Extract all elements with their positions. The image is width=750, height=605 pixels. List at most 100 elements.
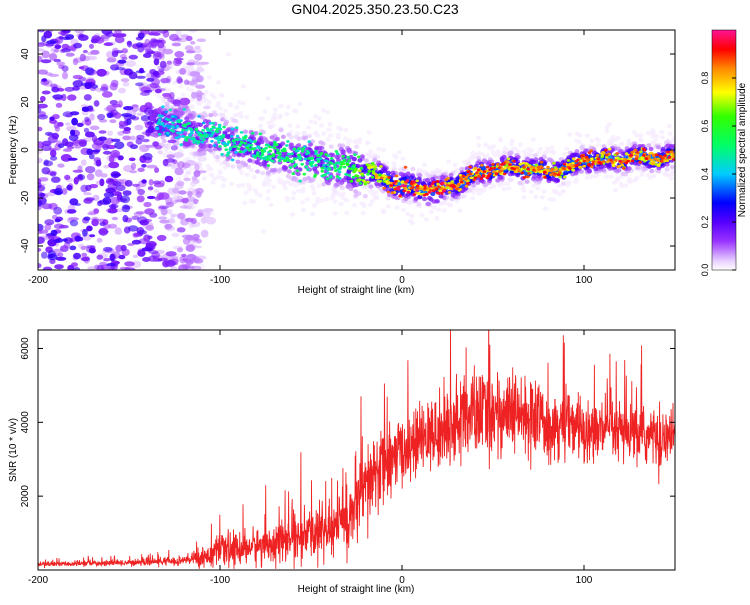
- spectrogram-cell: [84, 197, 95, 202]
- spectrogram-cell: [107, 179, 115, 183]
- spectrogram-cell: [91, 35, 101, 42]
- spectrogram-cell: [560, 181, 566, 186]
- spectrogram-cell: [194, 53, 203, 61]
- spectrogram-cell: [86, 173, 95, 181]
- spectrogram-cell: [65, 52, 75, 57]
- spectrogram-cell: [193, 258, 204, 264]
- spectrogram-cell: [423, 184, 427, 188]
- spectrogram-cell: [47, 253, 58, 261]
- spectrogram-cell: [358, 178, 362, 182]
- spectrogram-cell: [223, 121, 229, 127]
- spectrogram-cell: [50, 155, 58, 161]
- spectrogram-cell: [528, 153, 534, 158]
- spectrogram-cell: [136, 112, 144, 117]
- spectrogram-cell: [506, 157, 511, 161]
- spectrogram-cell: [197, 115, 201, 118]
- spectrogram-ytick-label: 0: [20, 147, 31, 153]
- spectrogram-cell: [85, 166, 96, 174]
- spectrogram-cell: [652, 154, 656, 158]
- spectrogram-cell: [384, 175, 388, 179]
- spectrogram-cell: [533, 194, 539, 199]
- spectrogram-cell: [121, 48, 128, 54]
- spectrogram-cell: [98, 227, 109, 236]
- spectrogram-cell: [438, 189, 442, 193]
- spectrogram-cell: [180, 130, 184, 134]
- spectrogram-cell: [571, 168, 575, 172]
- spectrogram-cell: [604, 128, 610, 134]
- spectrogram-cell: [200, 229, 209, 238]
- spectrogram-cell: [454, 199, 460, 204]
- spectrogram-cell: [118, 120, 125, 126]
- spectrogram-cell: [649, 168, 655, 174]
- spectrogram-cell: [128, 54, 138, 60]
- spectrogram-cell: [357, 158, 363, 163]
- spectrogram-cell: [290, 152, 294, 156]
- spectrogram-cell: [82, 228, 88, 237]
- spectrogram-cell: [329, 176, 333, 179]
- spectrogram-cell: [153, 189, 160, 193]
- spectrogram-cell: [184, 128, 189, 132]
- spectrogram-cell: [72, 169, 84, 173]
- spectrogram-cell: [55, 102, 63, 108]
- spectrogram-cell: [78, 33, 85, 38]
- spectrogram-cell: [144, 102, 153, 109]
- spectrogram-cell: [374, 181, 380, 187]
- spectrogram-cell: [215, 174, 221, 180]
- spectrogram-cell: [90, 125, 100, 131]
- spectrogram-cell: [166, 118, 170, 121]
- spectrogram-cell: [471, 182, 477, 188]
- spectrogram-cell: [300, 186, 306, 192]
- spectrogram-cell: [198, 122, 203, 128]
- spectrogram-cell: [502, 146, 508, 151]
- chart-title: GN04.2025.350.23.50.C23: [291, 1, 459, 17]
- spectrogram-cell: [183, 177, 191, 182]
- spectrogram-cell: [309, 184, 315, 189]
- spectrogram-cell: [476, 135, 482, 141]
- spectrogram-cell: [508, 163, 512, 167]
- spectrogram-cell: [584, 175, 590, 180]
- spectrogram-cell: [557, 191, 563, 197]
- spectrogram-cell: [182, 108, 187, 111]
- spectrogram-cell: [147, 235, 153, 240]
- spectrogram-cell: [449, 187, 454, 191]
- spectrogram-cell: [609, 158, 614, 162]
- spectrogram-cell: [153, 70, 160, 76]
- spectrogram-cell: [295, 169, 300, 173]
- spectrogram-cell: [512, 159, 516, 163]
- spectrogram-cell: [346, 163, 350, 167]
- spectrogram-cell: [82, 49, 88, 54]
- spectrogram-cell: [425, 177, 431, 183]
- spectrogram-cell: [180, 92, 186, 98]
- spectrogram-cell: [129, 170, 137, 174]
- amplitude-colorbar: 0.0 0.2 0.4 0.6 0.8 Normalized spectral ampl…: [700, 29, 748, 276]
- spectrogram-cell: [152, 180, 162, 185]
- spectrogram-cell: [440, 181, 445, 185]
- spectrogram-cell: [277, 159, 282, 163]
- spectrogram-cell: [168, 92, 175, 100]
- spectrogram-cell: [144, 89, 153, 93]
- spectrogram-cell: [337, 167, 342, 171]
- spectrogram-cell: [50, 229, 58, 237]
- spectrogram-cell: [333, 166, 337, 170]
- spectrogram-cell: [438, 194, 444, 199]
- spectrogram-cell: [527, 172, 531, 175]
- spectrogram-cell: [274, 143, 279, 147]
- spectrogram-cell: [402, 189, 407, 193]
- spectrogram-cell: [41, 251, 48, 259]
- spectrogram-cell: [118, 124, 125, 129]
- spectrogram-cell: [396, 187, 401, 191]
- spectrogram-cell: [165, 131, 170, 135]
- spectrogram-cell: [391, 161, 397, 166]
- spectrogram-cell: [310, 156, 315, 160]
- spectrogram-cell: [137, 249, 146, 257]
- spectrogram-cell: [448, 202, 454, 208]
- spectrogram-cell: [157, 114, 161, 117]
- spectrogram-cell: [57, 143, 65, 149]
- spectrogram-cell: [335, 132, 341, 138]
- spectrogram-cell: [362, 194, 368, 199]
- spectrogram-cell: [89, 234, 96, 238]
- spectrogram-cell: [408, 175, 414, 180]
- spectrogram-cell: [219, 93, 225, 98]
- spectrogram-cell: [231, 139, 236, 143]
